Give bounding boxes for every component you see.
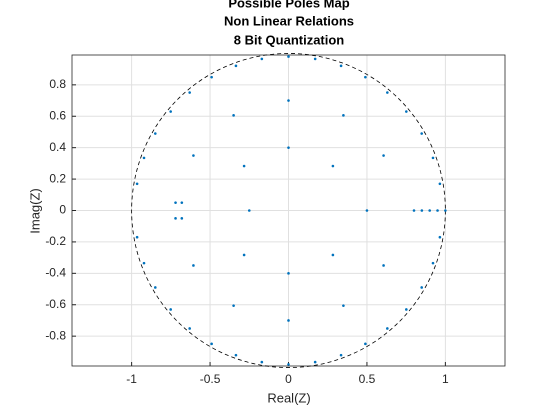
x-tick-label: 0 — [285, 372, 292, 386]
pole-point — [287, 55, 290, 58]
pole-point — [242, 164, 246, 168]
pole-point — [188, 91, 191, 94]
pole-point — [431, 261, 435, 265]
pole-point — [260, 57, 264, 61]
x-tick-label: 0.5 — [359, 372, 376, 386]
pole-point — [180, 201, 184, 204]
pole-point — [313, 360, 317, 364]
pole-point — [192, 264, 195, 267]
pole-point — [242, 253, 246, 257]
pole-point — [232, 304, 235, 307]
y-tick-label: -0.8 — [45, 328, 66, 342]
pole-point — [365, 209, 369, 212]
pole-point — [287, 99, 290, 102]
y-tick-label: 0.8 — [49, 77, 66, 91]
pole-point — [234, 353, 238, 357]
pole-point — [331, 253, 335, 257]
pole-point — [287, 272, 290, 275]
x-tick-label: 1 — [442, 372, 449, 386]
y-tick-label: 0 — [59, 203, 66, 217]
pole-point — [436, 209, 439, 212]
y-tick-label: 0.2 — [49, 171, 66, 185]
x-tick-label: -1 — [126, 372, 137, 386]
pole-point — [142, 261, 146, 265]
pole-point — [260, 360, 264, 364]
pole-point — [192, 154, 195, 157]
pole-point — [364, 342, 367, 346]
pole-point — [431, 156, 435, 160]
pole-point — [382, 264, 385, 267]
pole-point — [339, 353, 343, 357]
x-axis-label: Real(Z) — [267, 390, 310, 405]
pole-point — [154, 286, 157, 289]
pole-point — [169, 308, 172, 311]
y-tick-label: 0.4 — [49, 140, 66, 154]
pole-point — [412, 209, 416, 212]
pole-point — [142, 156, 146, 160]
pole-point — [247, 209, 251, 212]
pole-point — [135, 235, 139, 239]
pole-point — [313, 57, 317, 61]
pole-point — [364, 75, 367, 79]
pole-point — [188, 327, 191, 330]
pole-point — [210, 75, 213, 79]
y-tick-label: -0.4 — [45, 266, 66, 280]
pole-point — [405, 110, 408, 113]
pole-point — [234, 64, 238, 68]
pole-point — [180, 217, 184, 220]
pole-point — [154, 132, 157, 135]
pole-point — [339, 64, 343, 68]
pole-point — [210, 342, 213, 346]
x-tick-label: -0.5 — [200, 372, 221, 386]
pole-point — [444, 209, 447, 212]
pole-point — [342, 304, 345, 307]
y-tick-label: -0.6 — [45, 297, 66, 311]
pole-point — [331, 164, 335, 168]
pole-point — [420, 209, 424, 212]
plot-frame — [71, 54, 506, 367]
pole-point — [174, 217, 177, 220]
pole-point — [438, 182, 442, 186]
y-tick-label: 0.6 — [49, 108, 66, 122]
pole-point — [287, 319, 290, 322]
pole-point — [420, 286, 423, 289]
pole-point — [386, 327, 389, 330]
pole-point — [287, 146, 290, 149]
pole-point — [386, 91, 389, 94]
y-axis-label: Imag(Z) — [27, 188, 42, 234]
y-tick-label: -0.2 — [45, 234, 66, 248]
pole-point — [169, 110, 172, 113]
pole-point — [420, 132, 423, 135]
pole-point — [428, 209, 431, 212]
pole-point — [287, 363, 290, 366]
pole-point — [405, 308, 408, 311]
pole-point — [438, 235, 442, 239]
pole-point — [232, 114, 235, 117]
chart-title: Non Linear Relations — [224, 13, 354, 28]
chart-title: Possible Poles Map — [228, 0, 349, 10]
pole-point — [382, 154, 385, 157]
chart-title: 8 Bit Quantization — [234, 32, 345, 47]
pole-point — [135, 182, 139, 186]
pole-point — [174, 201, 177, 204]
pole-point — [342, 114, 345, 117]
